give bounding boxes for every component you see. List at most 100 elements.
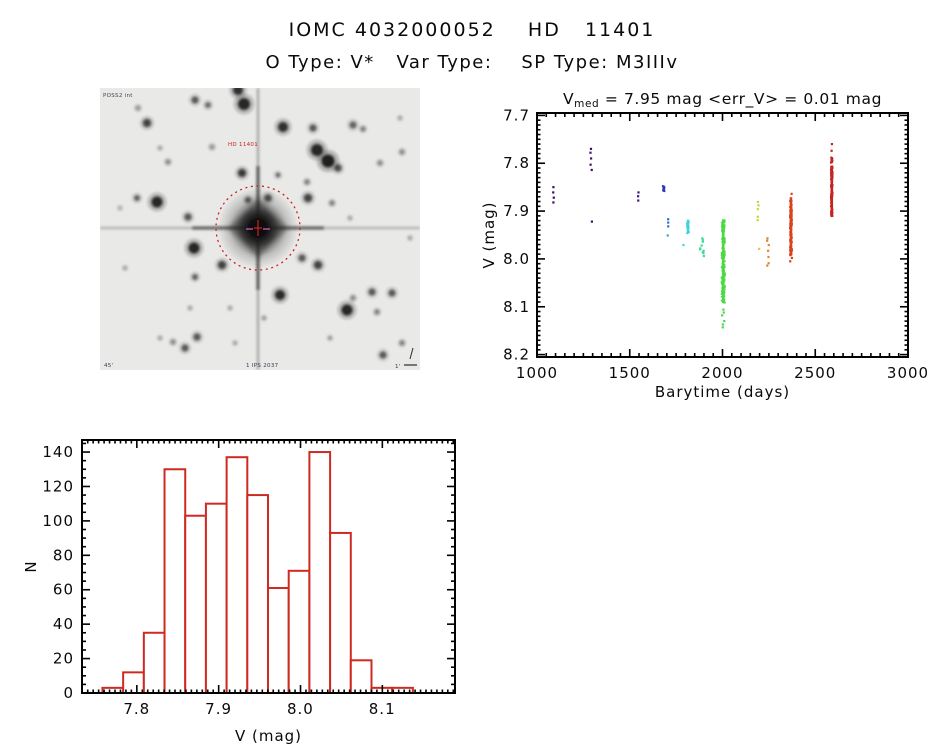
lc-point bbox=[720, 221, 723, 224]
fov-label: 45' bbox=[104, 363, 113, 369]
y-tick-label: 8.1 bbox=[503, 298, 530, 316]
lc-point bbox=[589, 157, 593, 160]
lc-point bbox=[790, 192, 793, 195]
lc-point bbox=[720, 257, 723, 259]
lc-point bbox=[830, 175, 833, 178]
lc-point bbox=[721, 323, 725, 326]
page-title: IOMC 4032000052 HD 11401 bbox=[288, 19, 656, 41]
lc-point bbox=[721, 314, 724, 317]
star-core bbox=[350, 295, 356, 301]
lc-point bbox=[723, 224, 726, 227]
hist-bar bbox=[163, 468, 187, 695]
lc-point bbox=[831, 157, 834, 160]
lc-point bbox=[723, 291, 726, 293]
lc-point bbox=[831, 191, 834, 194]
lc-point bbox=[721, 237, 724, 240]
lc-point bbox=[723, 238, 725, 241]
star-core bbox=[377, 160, 383, 166]
lc-point bbox=[723, 275, 726, 278]
lc-point bbox=[637, 199, 640, 202]
lc-point bbox=[721, 254, 723, 257]
hist-bar bbox=[204, 502, 228, 695]
star-core bbox=[399, 149, 405, 155]
star-core bbox=[368, 288, 376, 296]
star-core bbox=[193, 333, 201, 341]
lc-point bbox=[790, 227, 792, 230]
lc-point bbox=[721, 266, 724, 269]
lc-point bbox=[702, 254, 705, 258]
lc-point bbox=[702, 252, 705, 255]
lc-point bbox=[830, 200, 833, 203]
star-core bbox=[328, 336, 332, 340]
lc-point bbox=[831, 159, 834, 162]
lc-point bbox=[662, 187, 665, 189]
lc-point bbox=[831, 180, 834, 182]
lc-point bbox=[790, 221, 793, 223]
lc-point bbox=[830, 190, 833, 193]
star-core bbox=[151, 196, 163, 208]
lc-point bbox=[830, 213, 833, 216]
lc-point bbox=[723, 251, 726, 253]
lc-point bbox=[831, 185, 834, 188]
lc-point bbox=[790, 212, 793, 215]
lc-point bbox=[637, 191, 640, 194]
star-core bbox=[205, 102, 211, 108]
lc-point bbox=[723, 219, 726, 222]
lc-point bbox=[767, 255, 770, 259]
lc-point bbox=[721, 247, 724, 250]
lc-point bbox=[723, 266, 726, 268]
lc-point bbox=[721, 224, 723, 226]
y-tick-label: 140 bbox=[42, 443, 74, 461]
histogram-bars bbox=[101, 451, 414, 695]
lc-point bbox=[831, 172, 834, 175]
lc-point bbox=[790, 236, 793, 239]
lc-point bbox=[723, 286, 726, 289]
x-tick-label: 1000 bbox=[516, 364, 558, 382]
lc-point bbox=[789, 202, 792, 205]
star-core bbox=[165, 159, 171, 165]
lc-point bbox=[722, 230, 725, 233]
lc-point bbox=[830, 210, 832, 213]
lc-point bbox=[789, 227, 791, 230]
lc-point bbox=[789, 232, 792, 235]
star-core bbox=[360, 126, 366, 132]
y-tick-label: 40 bbox=[53, 615, 74, 633]
lc-point bbox=[687, 220, 690, 223]
y-tick-label: 7.9 bbox=[503, 202, 530, 220]
hist-bar bbox=[142, 631, 166, 694]
lc-point bbox=[722, 242, 725, 245]
star-core bbox=[379, 351, 387, 359]
lc-point bbox=[830, 184, 833, 187]
star-core bbox=[388, 289, 396, 297]
lc-point bbox=[830, 189, 833, 192]
lc-point bbox=[702, 249, 705, 252]
y-tick-label: 120 bbox=[42, 477, 74, 495]
lc-point bbox=[721, 292, 724, 294]
lc-point bbox=[721, 228, 723, 231]
lc-point bbox=[830, 202, 832, 204]
x-tick-label: 1500 bbox=[609, 364, 651, 382]
x-axis-label: Barytime (days) bbox=[655, 383, 790, 401]
lc-point bbox=[789, 260, 792, 263]
lc-point bbox=[720, 252, 723, 254]
lc-point bbox=[757, 247, 761, 250]
lc-point bbox=[723, 279, 726, 282]
lc-point bbox=[830, 142, 834, 146]
lc-point bbox=[790, 250, 793, 253]
axis-ticks bbox=[82, 440, 455, 694]
lc-point bbox=[721, 282, 724, 285]
lc-point bbox=[722, 274, 725, 277]
lc-point bbox=[721, 244, 724, 246]
lc-point bbox=[830, 188, 833, 191]
target-circle bbox=[215, 185, 301, 271]
lc-point bbox=[722, 235, 725, 238]
star-core bbox=[314, 261, 322, 269]
star-core bbox=[135, 105, 141, 111]
lc-point bbox=[830, 174, 832, 177]
lc-point bbox=[830, 149, 833, 152]
hist-bar bbox=[225, 456, 249, 694]
lc-point bbox=[721, 230, 723, 233]
star-core bbox=[118, 206, 122, 210]
lightcurve-data bbox=[552, 142, 834, 329]
lc-point bbox=[756, 200, 760, 204]
